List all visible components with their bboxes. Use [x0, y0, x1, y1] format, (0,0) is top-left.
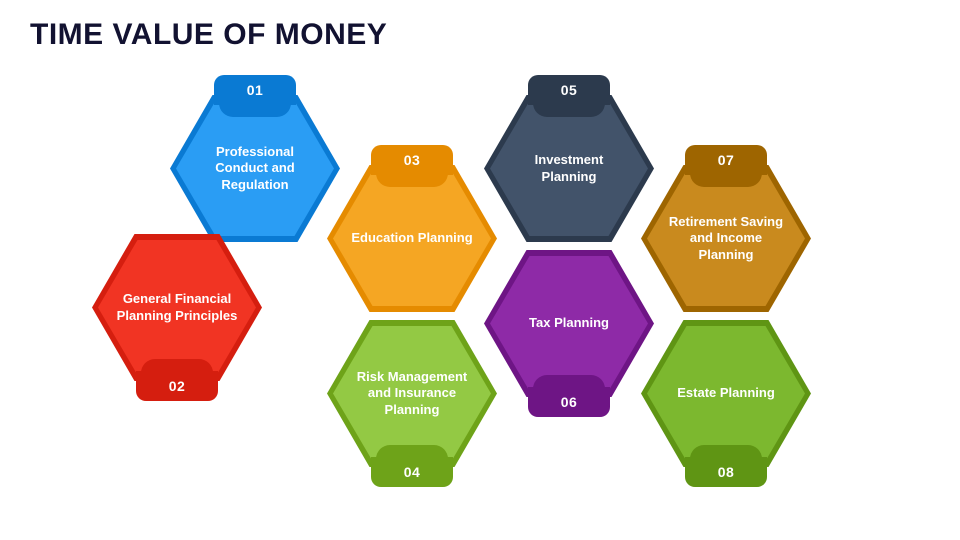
hex-label: Investment Planning	[484, 95, 654, 242]
hex-item: Tax Planning06	[484, 250, 654, 397]
hex-label: Education Planning	[327, 165, 497, 312]
hex-label: Retirement Saving and Income Planning	[641, 165, 811, 312]
hex-number-tab: 03	[371, 145, 453, 175]
hex-item: Investment Planning05	[484, 95, 654, 242]
hex-item: Education Planning03	[327, 165, 497, 312]
page-title: TIME VALUE OF MONEY	[30, 18, 387, 52]
hex-number-tab: 08	[685, 457, 767, 487]
hex-item: Retirement Saving and Income Planning07	[641, 165, 811, 312]
hex-label: Risk Management and Insurance Planning	[327, 320, 497, 467]
hex-number-tab: 07	[685, 145, 767, 175]
hex-label: Tax Planning	[484, 250, 654, 397]
hex-label: Professional Conduct and Regulation	[170, 95, 340, 242]
hex-number-tab: 05	[528, 75, 610, 105]
hex-item: Estate Planning08	[641, 320, 811, 467]
hex-label: General Financial Planning Principles	[92, 234, 262, 381]
hex-item: Professional Conduct and Regulation01	[170, 95, 340, 242]
hex-item: Risk Management and Insurance Planning04	[327, 320, 497, 467]
hex-item: General Financial Planning Principles02	[92, 234, 262, 381]
hex-number-tab: 02	[136, 371, 218, 401]
hex-number-tab: 04	[371, 457, 453, 487]
hex-number-tab: 01	[214, 75, 296, 105]
hex-label: Estate Planning	[641, 320, 811, 467]
hex-number-tab: 06	[528, 387, 610, 417]
